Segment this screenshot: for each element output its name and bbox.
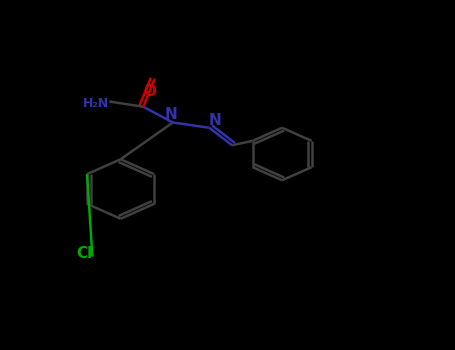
- Text: H₂N: H₂N: [82, 97, 109, 110]
- Text: Cl: Cl: [76, 246, 92, 261]
- Text: N: N: [164, 107, 177, 122]
- Text: O: O: [144, 84, 157, 98]
- Text: N: N: [208, 113, 221, 127]
